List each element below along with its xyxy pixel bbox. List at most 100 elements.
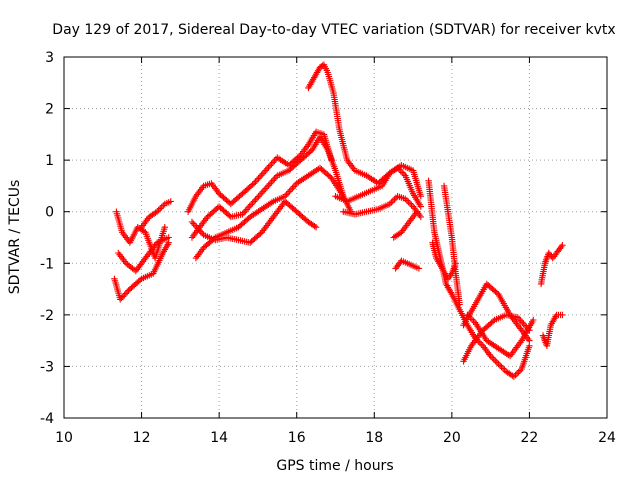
data-point (226, 212, 233, 219)
data-point (311, 223, 318, 230)
data-point (122, 290, 129, 297)
data-point (417, 213, 424, 221)
data-point (271, 175, 278, 182)
data-point (515, 368, 522, 376)
data-point (119, 293, 127, 300)
data-point (266, 180, 274, 187)
data-point (391, 196, 398, 203)
data-point (413, 208, 421, 215)
data-point (153, 208, 161, 215)
x-tick-label: 16 (288, 430, 306, 446)
series-track-8 (188, 198, 320, 246)
series-track-4 (138, 198, 174, 231)
data-point (161, 224, 168, 231)
data-point (268, 160, 275, 168)
data-point (396, 230, 404, 237)
data-point (478, 341, 485, 348)
data-point (256, 173, 264, 181)
data-point (265, 182, 272, 189)
data-point (160, 202, 167, 209)
series-track-12 (390, 208, 421, 241)
data-point (249, 181, 256, 188)
series-track-6 (188, 133, 347, 241)
data-point (265, 164, 272, 171)
data-point (242, 207, 249, 215)
chart-title: Day 129 of 2017, Sidereal Day-to-day VTE… (52, 22, 615, 38)
data-point (287, 186, 295, 193)
data-point (408, 201, 415, 209)
data-point (118, 294, 125, 302)
data-point (406, 200, 414, 207)
data-point (117, 296, 124, 303)
series-track-19 (440, 182, 463, 308)
data-point (530, 316, 537, 324)
y-tick-label: 1 (45, 153, 54, 169)
y-tick-label: -4 (40, 411, 54, 427)
x-tick-label: 22 (521, 430, 539, 446)
series-track-7 (192, 164, 355, 262)
y-tick-label: 0 (45, 205, 54, 221)
y-axis-label: SDTVAR / TECUs (7, 180, 23, 295)
data-point (269, 159, 277, 166)
data-point (394, 164, 401, 172)
data-point (397, 167, 404, 175)
data-point (498, 363, 505, 371)
data-point (261, 168, 268, 176)
data-point (249, 199, 256, 207)
data-point (252, 178, 259, 185)
data-point (489, 354, 496, 361)
series-track-11 (340, 193, 424, 221)
x-tick-label: 12 (133, 430, 151, 446)
data-point (261, 186, 268, 194)
data-point (388, 199, 395, 206)
data-point (456, 301, 463, 308)
data-point (417, 203, 424, 210)
data-point (400, 170, 407, 178)
data-point (253, 195, 261, 202)
data-point (415, 265, 423, 272)
data-point (286, 188, 293, 195)
data-point (262, 185, 269, 192)
data-point (259, 188, 266, 195)
data-point (499, 365, 507, 372)
data-point (252, 196, 259, 203)
series-track-18 (460, 280, 533, 344)
data-point (158, 203, 165, 211)
data-point (399, 169, 406, 176)
data-point (259, 170, 266, 177)
data-point (520, 320, 527, 328)
series-track-16 (460, 311, 533, 365)
data-points (111, 61, 566, 380)
data-point (496, 362, 504, 369)
data-point (312, 224, 320, 231)
series-track-20 (537, 242, 566, 288)
data-point (403, 197, 411, 204)
x-tick-label: 24 (598, 430, 616, 446)
plot-frame (63, 56, 608, 419)
data-point (255, 193, 262, 200)
data-point (250, 198, 258, 205)
data-point (167, 198, 174, 205)
data-point (559, 242, 566, 249)
series-track-10 (332, 164, 424, 210)
data-point (559, 311, 566, 319)
data-point (246, 203, 253, 210)
y-tick-label: 3 (45, 50, 54, 66)
series-track-21 (539, 311, 566, 349)
x-axis-label: GPS time / hours (276, 458, 393, 474)
y-tick-label: 2 (45, 102, 54, 118)
y-tick-label: -3 (40, 359, 54, 375)
data-point (125, 287, 132, 294)
series-track-17 (464, 311, 537, 360)
data-point (188, 218, 196, 226)
data-point (389, 197, 397, 205)
data-point (405, 198, 412, 206)
series-track-3 (115, 234, 172, 275)
data-point (526, 337, 533, 344)
data-point (284, 189, 292, 197)
data-point (255, 175, 262, 182)
data-point (289, 185, 296, 192)
data-point (493, 359, 500, 366)
